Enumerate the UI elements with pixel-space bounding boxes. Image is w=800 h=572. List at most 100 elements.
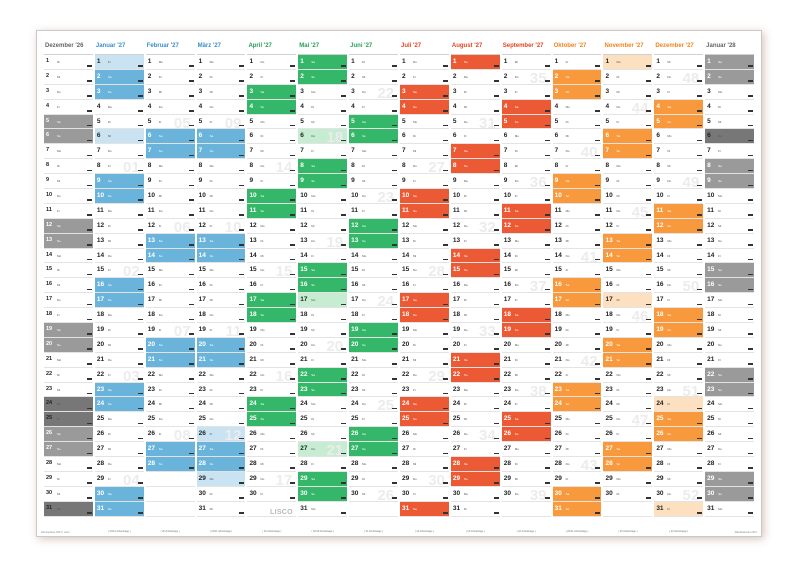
day-cell[interactable]: 27 Di <box>247 442 297 458</box>
day-cell[interactable]: 13 Mi <box>94 234 144 249</box>
day-cell[interactable]: 23 Di <box>603 383 653 398</box>
day-cell[interactable]: 1 Mi <box>501 55 551 70</box>
day-cell[interactable]: 12 Fr 06 <box>145 219 195 234</box>
day-cell[interactable]: 14 Di <box>654 249 704 264</box>
day-cell[interactable]: 23 Fr <box>247 383 297 398</box>
day-cell[interactable]: 11 Fr <box>349 204 399 219</box>
day-cell[interactable]: 14 Mo <box>44 249 93 264</box>
day-cell[interactable]: 5 Fr <box>603 115 653 130</box>
day-cell[interactable]: 31 So <box>94 501 144 517</box>
day-cell[interactable]: 12 Di <box>552 219 602 234</box>
day-cell[interactable]: 9 So <box>298 174 348 190</box>
day-cell[interactable]: 4 Mo <box>552 100 602 115</box>
day-cell[interactable]: 6 Sa <box>145 129 195 145</box>
day-cell[interactable]: 13 Sa <box>145 233 195 249</box>
day-cell[interactable]: 12 Do 32 <box>450 219 500 234</box>
day-cell[interactable]: 22 Mi <box>654 368 704 383</box>
day-cell[interactable] <box>145 502 195 517</box>
day-cell[interactable]: 26 Mo <box>247 427 297 443</box>
day-cell[interactable]: 20 Mo <box>654 338 704 353</box>
day-cell[interactable]: 16 Mi <box>349 278 399 294</box>
day-cell[interactable]: 6 Do <box>705 129 755 145</box>
day-cell[interactable]: 16 Do 50 <box>654 278 704 294</box>
day-cell[interactable]: 30 Sa <box>94 486 144 502</box>
day-cell[interactable]: 9 Di <box>145 174 195 190</box>
day-cell[interactable]: 8 Do 27 <box>400 159 449 175</box>
day-cell[interactable]: 28 Mi <box>247 457 297 472</box>
day-cell[interactable]: 23 Mo <box>450 383 500 398</box>
day-cell[interactable]: 20 Mi <box>552 338 602 353</box>
day-cell[interactable]: 10 Di <box>450 189 500 204</box>
day-cell[interactable]: 9 Mi <box>349 174 399 190</box>
day-cell[interactable]: 5 Mo <box>400 115 449 130</box>
day-cell[interactable]: 27 Fr <box>450 442 500 458</box>
day-cell[interactable]: 16 Mo <box>450 278 500 294</box>
day-cell[interactable]: 3 Mo <box>298 85 348 100</box>
day-cell[interactable]: 27 Di <box>400 442 449 458</box>
day-cell[interactable]: 8 Di <box>44 159 93 175</box>
day-cell[interactable]: 4 Do <box>145 100 195 115</box>
day-cell[interactable]: 29 Fr <box>552 472 602 487</box>
day-cell[interactable]: 19 Di <box>94 323 144 338</box>
day-cell[interactable]: 30 Do 39 <box>501 487 551 502</box>
day-cell[interactable]: 13 Mi <box>552 234 602 249</box>
day-cell[interactable]: 29 Sa <box>298 471 348 487</box>
day-cell[interactable]: 8 So <box>450 159 500 175</box>
day-cell[interactable]: 7 Do 40 <box>552 144 602 160</box>
day-cell[interactable]: 22 Mo <box>196 368 246 383</box>
day-cell[interactable]: 19 Mi <box>298 323 348 338</box>
day-cell[interactable]: 8 Sa <box>298 159 348 175</box>
day-cell[interactable]: 16 Fr <box>247 278 297 294</box>
day-cell[interactable]: 8 Mo <box>196 159 246 175</box>
day-cell[interactable]: 5 Di <box>94 115 144 130</box>
day-cell[interactable]: 3 Mi <box>196 85 246 100</box>
day-cell[interactable]: 2 Mi <box>44 70 93 85</box>
day-cell[interactable]: 16 Di <box>603 278 653 294</box>
day-cell[interactable]: 19 So <box>501 323 551 338</box>
day-cell[interactable]: 17 Mo <box>298 293 348 309</box>
day-cell[interactable]: 16 So <box>705 278 755 294</box>
day-cell[interactable]: 28 So <box>196 457 246 472</box>
day-cell[interactable]: 2 So <box>705 69 755 85</box>
day-cell[interactable]: 25 Fr <box>44 412 93 428</box>
day-cell[interactable]: 23 Sa <box>94 382 144 398</box>
day-cell[interactable]: 10 Mo <box>705 189 755 204</box>
day-cell[interactable]: 12 Di <box>94 219 144 234</box>
day-cell[interactable]: 7 Di <box>654 144 704 160</box>
day-cell[interactable]: 6 Fr <box>450 129 500 145</box>
day-cell[interactable]: 15 Sa <box>705 263 755 279</box>
day-cell[interactable]: 14 Do 41 <box>552 249 602 264</box>
day-cell[interactable]: 12 Fr <box>603 219 653 234</box>
day-cell[interactable]: 27 Mo <box>501 442 551 458</box>
day-cell[interactable]: 31 Mo <box>705 502 755 517</box>
day-cell[interactable]: 17 Di <box>450 293 500 309</box>
day-cell[interactable]: 10 Fr <box>501 189 551 204</box>
day-cell[interactable]: 9 Sa <box>552 174 602 190</box>
day-cell[interactable]: 31 Mo <box>298 502 348 517</box>
day-cell[interactable]: 29 Mi <box>501 472 551 487</box>
day-cell[interactable]: 10 Mi <box>196 189 246 204</box>
day-cell[interactable]: 24 Fr <box>654 397 704 413</box>
day-cell[interactable]: 13 Mo <box>654 234 704 249</box>
day-cell[interactable]: 5 So <box>501 114 551 130</box>
day-cell[interactable]: 6 Di <box>400 129 449 145</box>
day-cell[interactable]: 10 Mi <box>603 189 653 204</box>
day-cell[interactable]: 30 Mi <box>44 487 93 502</box>
day-cell[interactable]: 15 Mo <box>603 263 653 279</box>
day-cell[interactable]: 9 Mi <box>44 174 93 190</box>
day-cell[interactable]: 21 Di <box>501 353 551 368</box>
day-cell[interactable]: 20 Sa <box>196 337 246 353</box>
day-cell[interactable]: 8 Mo <box>603 159 653 175</box>
day-cell[interactable]: 21 Fr <box>705 353 755 368</box>
day-cell[interactable]: 16 Fr <box>400 278 449 294</box>
day-cell[interactable]: 24 Mi <box>145 397 195 413</box>
day-cell[interactable]: 10 Mi <box>145 189 195 204</box>
day-cell[interactable]: 1 Sa <box>298 55 348 70</box>
day-cell[interactable]: 28 Mi <box>400 457 449 472</box>
day-cell[interactable]: 22 Fr <box>552 368 602 383</box>
day-cell[interactable]: 29 Mo <box>603 472 653 487</box>
day-cell[interactable]: 10 Do <box>44 189 93 204</box>
day-cell[interactable]: 22 Fr 03 <box>94 368 144 383</box>
day-cell[interactable]: 20 So <box>349 337 399 353</box>
day-cell[interactable]: 6 Mi <box>94 129 144 145</box>
